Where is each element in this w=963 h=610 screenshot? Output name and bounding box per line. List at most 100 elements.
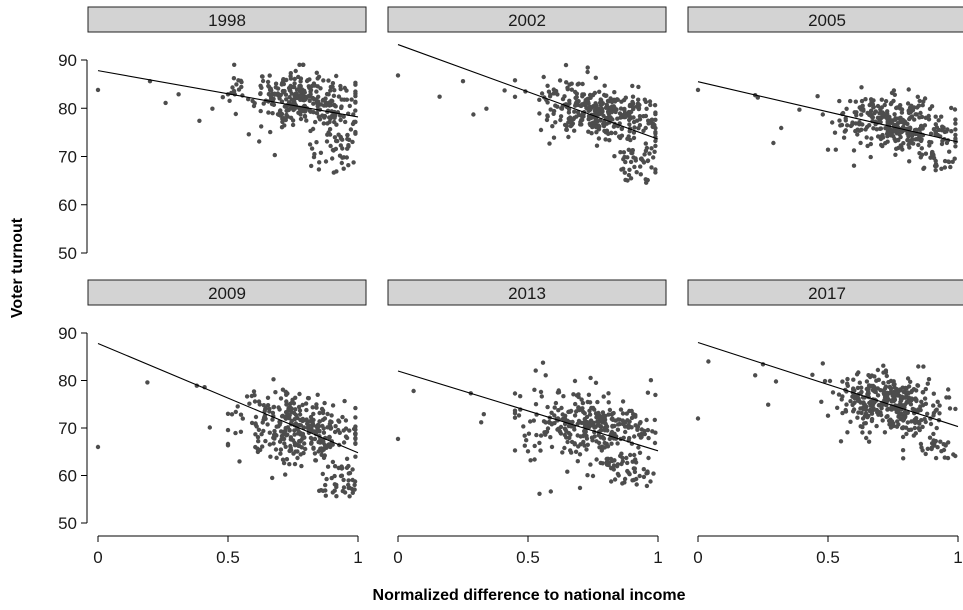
scatter-point [267,406,272,412]
scatter-point [636,445,641,450]
scatter-point [882,102,887,108]
scatter-point [267,442,272,447]
scatter-point [867,408,872,414]
scatter-point [548,107,553,112]
scatter-point [652,440,658,446]
scatter-point [512,448,518,453]
scatter-point [916,103,922,108]
scatter-point [294,442,300,447]
scatter-point [864,435,869,441]
facet-2009: 2009 [87,279,367,499]
scatter-point [534,432,539,438]
x-tick-label: 0.5 [516,548,540,567]
scatter-point [548,435,553,440]
scatter-point [330,442,335,447]
scatter-point [207,425,212,430]
scatter-point [351,426,357,432]
scatter-point [868,141,873,147]
scatter-point [594,457,599,462]
scatter-point [915,136,920,142]
scatter-point [330,147,336,153]
scatter-point [868,399,874,404]
scatter-point [881,370,886,375]
scatter-point [934,163,939,168]
scatter-point [569,87,574,92]
scatter-point [303,401,309,406]
scatter-point [908,115,913,120]
scatter-point [863,127,868,132]
scatter-point [341,485,347,490]
scatter-point [327,103,332,108]
scatter-point [327,434,332,440]
scatter-point [314,402,319,407]
scatter-point [885,116,890,121]
scatter-point [521,424,526,429]
scatter-point [869,136,874,141]
scatter-point [580,400,586,406]
facet-strip-label: 1998 [208,11,246,30]
x-tick-label: 0 [93,548,102,567]
scatter-point [343,119,348,125]
scatter-point [321,426,326,431]
scatter-point [905,121,910,127]
scatter-point [287,462,292,467]
scatter-point [602,92,607,98]
scatter-point [332,115,337,121]
scatter-point [627,122,632,127]
scatter-point [651,155,656,160]
scatter-point [304,407,309,413]
y-tick-label: 50 [58,244,77,263]
scatter-point [591,120,596,125]
scatter-point [886,406,891,412]
scatter-point [830,390,836,395]
scatter-point [819,399,824,404]
scatter-point [610,416,615,421]
scatter-point [649,146,654,151]
scatter-point [884,373,889,379]
scatter-point [644,483,650,489]
scatter-point [341,477,346,483]
facet-2017: 2017 [687,279,963,461]
scatter-point [272,91,277,96]
scatter-point [859,112,864,117]
scatter-point [577,485,583,491]
scatter-point [622,106,627,112]
scatter-point [616,134,622,139]
scatter-point [284,97,289,102]
scatter-point [292,417,297,422]
scatter-point [843,118,848,123]
scatter-point [247,401,252,406]
scatter-point [350,139,355,145]
scatter-point [342,398,347,404]
scatter-point [288,445,293,450]
scatter-point [302,435,307,440]
scatter-point [560,412,565,417]
scatter-point [260,74,265,79]
y-tick-label: 60 [58,467,77,486]
scatter-point [643,125,648,131]
scatter-point [621,150,627,155]
scatter-point [588,418,594,423]
scatter-point [301,450,306,456]
scatter-point [292,106,297,111]
scatter-point [308,414,314,420]
scatter-point [653,392,658,398]
scatter-point [332,473,337,479]
scatter-point [460,79,466,84]
scatter-point [913,112,918,117]
scatter-point [262,409,267,414]
scatter-point [546,89,552,94]
scatter-point [349,97,354,102]
scatter-point [851,377,856,382]
scatter-points [95,62,358,175]
scatter-point [615,441,620,446]
scatter-point [353,454,358,459]
scatter-point [888,386,894,391]
scatter-point [315,103,320,109]
scatter-point [843,409,849,414]
scatter-point [638,172,643,177]
scatter-point [309,146,315,151]
scatter-point [925,381,930,386]
scatter-point [332,135,338,140]
scatter-point [314,140,319,145]
